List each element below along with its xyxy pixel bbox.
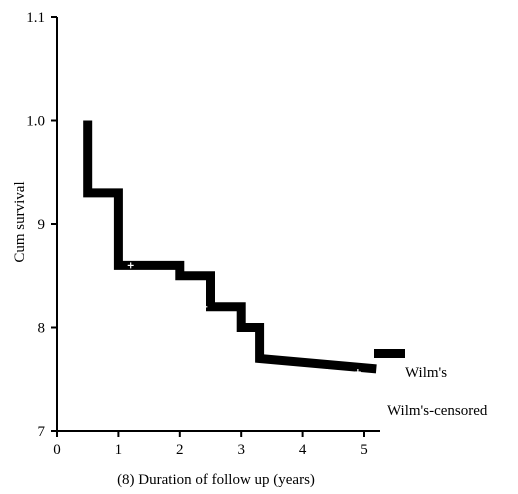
y-tick-label: 8 [38, 321, 46, 337]
censor-marker [299, 369, 306, 376]
x-tick-label: 1 [115, 442, 123, 458]
plot-area [83, 120, 377, 376]
x-tick-label: 4 [299, 442, 307, 458]
x-tick-label: 0 [53, 442, 61, 458]
y-tick-label: 9 [38, 217, 46, 233]
x-tick-label: 5 [360, 442, 368, 458]
y-tick-label: 7 [38, 424, 46, 440]
censor-marker [201, 303, 208, 310]
censor-marker [324, 369, 331, 376]
censor-marker [127, 262, 134, 269]
censor-marker [146, 272, 153, 279]
y-tick-label: 1.1 [26, 10, 45, 26]
y-ticks: 7 8 9 1.0 1.1 [26, 10, 57, 440]
y-tick-label: 1.0 [26, 114, 45, 130]
series-line-wilms [83, 120, 377, 374]
x-ticks: 0 1 2 3 4 5 [53, 431, 368, 458]
x-axis-title: (8) Duration of follow up (years) [117, 472, 315, 488]
y-axis-title: Cum survival [12, 181, 28, 262]
censor-marker [271, 369, 278, 376]
legend-swatch-wilms [374, 349, 405, 358]
legend-label-wilms: Wilm's [405, 365, 447, 381]
x-tick-label: 3 [237, 442, 245, 458]
x-tick-label: 2 [176, 442, 184, 458]
legend-label-wilms-censored: Wilm's-censored [387, 403, 488, 419]
censor-marker [354, 369, 361, 376]
legend: Wilm's Wilm's-censored [374, 349, 488, 419]
censor-marker [265, 369, 272, 376]
